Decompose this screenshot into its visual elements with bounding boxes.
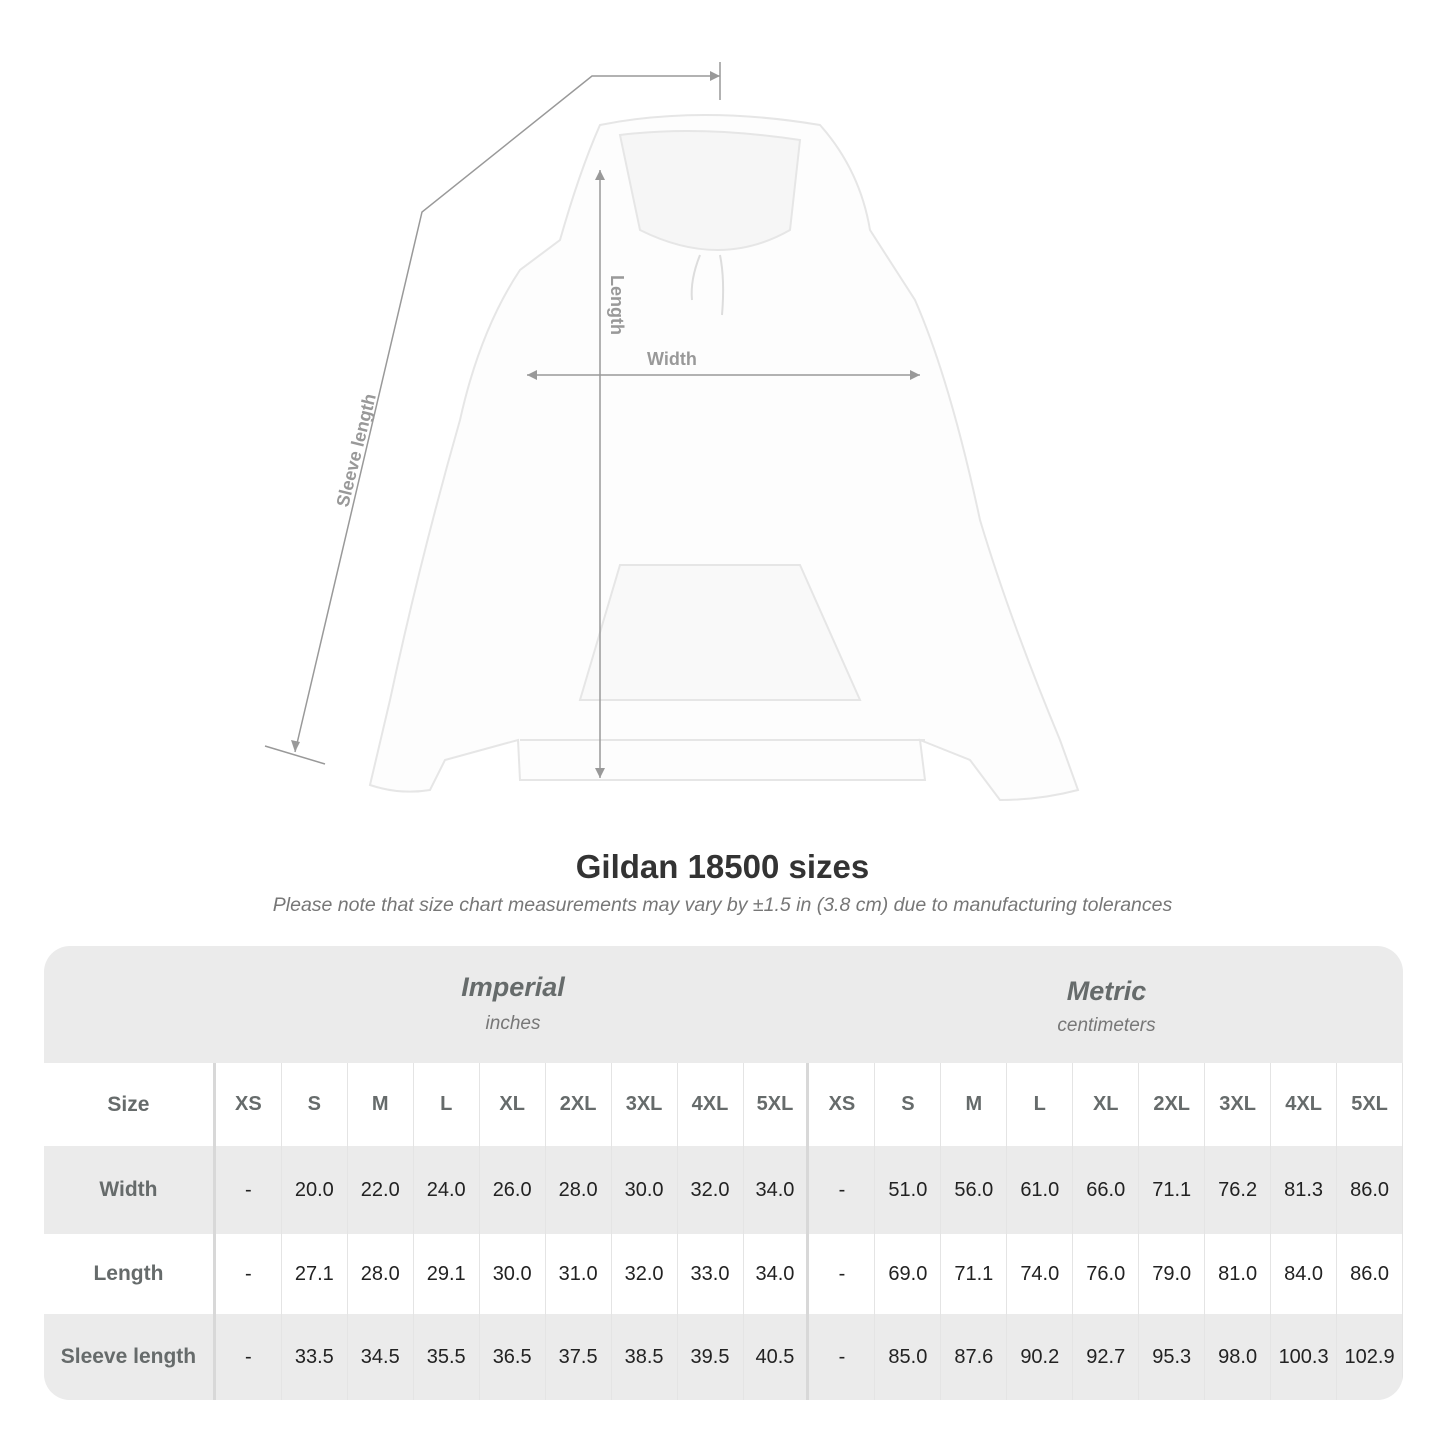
imperial-value-cell: 40.5 — [744, 1314, 810, 1400]
imperial-value-cell: 33.5 — [282, 1314, 348, 1400]
imperial-value-cell: 34.0 — [744, 1146, 810, 1234]
imperial-label: Imperial — [461, 972, 565, 1002]
imperial-size-header: 5XL — [744, 1063, 810, 1146]
imperial-value-cell: 32.0 — [678, 1146, 744, 1234]
tolerance-note: Please note that size chart measurements… — [272, 894, 1173, 916]
imperial-size-header: S — [282, 1063, 348, 1146]
size-header-row: Size XS S M L XL 2XL 3XL 4XL 5XL XS S M L XL 2XL 3XL 4XL 5… — [44, 1063, 1403, 1146]
length-label: Length — [607, 275, 627, 335]
imperial-size-header: XS — [216, 1063, 282, 1146]
imperial-value-cell: 20.0 — [282, 1146, 348, 1234]
metric-value-cell: 51.0 — [875, 1146, 942, 1234]
metric-size-header: L — [1007, 1063, 1074, 1146]
imperial-value-cell: 37.5 — [546, 1314, 612, 1400]
size-chart-table: Imperial inches Metric centimeters Size X… — [44, 946, 1403, 1400]
imperial-value-cell: - — [216, 1314, 282, 1400]
imperial-header: Imperial inches — [216, 946, 810, 1063]
metric-value-cell: 87.6 — [941, 1314, 1008, 1400]
metric-value-cell: 100.3 — [1271, 1314, 1338, 1400]
metric-size-header: 3XL — [1205, 1063, 1272, 1146]
imperial-size-header: XL — [480, 1063, 546, 1146]
imperial-value-cell: 24.0 — [414, 1146, 480, 1234]
imperial-size-header: 3XL — [612, 1063, 678, 1146]
metric-value-cell: 86.0 — [1337, 1234, 1403, 1314]
imperial-value-cell: 28.0 — [546, 1146, 612, 1234]
imperial-value-cell: 34.0 — [744, 1234, 810, 1314]
metric-value-cell: - — [809, 1234, 876, 1314]
metric-size-header: XL — [1073, 1063, 1140, 1146]
metric-value-cell: 71.1 — [941, 1234, 1008, 1314]
metric-value-cell: 71.1 — [1139, 1146, 1206, 1234]
table-row: Length -27.1 28.0 29.1 30.0 31.0 32.0 33.0 34.0-… — [44, 1234, 1403, 1314]
metric-size-header: 4XL — [1271, 1063, 1338, 1146]
metric-value-cell: 74.0 — [1007, 1234, 1074, 1314]
metric-value-cell: 102.9 — [1337, 1314, 1403, 1400]
imperial-value-cell: 33.0 — [678, 1234, 744, 1314]
imperial-value-cell: 30.0 — [612, 1146, 678, 1234]
imperial-value-cell: 29.1 — [414, 1234, 480, 1314]
width-label: Width — [647, 349, 697, 369]
metric-value-cell: 84.0 — [1271, 1234, 1338, 1314]
imperial-value-cell: 39.5 — [678, 1314, 744, 1400]
table-row: Sleeve length -33.5 34.5 35.5 36.5 37.5 38.5 39… — [44, 1314, 1403, 1400]
metric-value-cell: 56.0 — [941, 1146, 1008, 1234]
metric-value-cell: 69.0 — [875, 1234, 942, 1314]
imperial-value-cell: 34.5 — [348, 1314, 414, 1400]
metric-value-cell: 66.0 — [1073, 1146, 1140, 1234]
metric-unit: centimeters — [1057, 1015, 1156, 1036]
hoodie-icon — [368, 114, 1080, 802]
row-label: Length — [44, 1234, 216, 1314]
metric-value-cell: 61.0 — [1007, 1146, 1074, 1234]
sleeve-measure-line — [294, 75, 720, 753]
imperial-value-cell: 28.0 — [348, 1234, 414, 1314]
metric-size-header: 5XL — [1337, 1063, 1403, 1146]
imperial-value-cell: 30.0 — [480, 1234, 546, 1314]
imperial-value-cell: 38.5 — [612, 1314, 678, 1400]
metric-value-cell: 90.2 — [1007, 1314, 1074, 1400]
imperial-value-cell: - — [216, 1234, 282, 1314]
metric-size-header: 2XL — [1139, 1063, 1206, 1146]
metric-size-header: XS — [809, 1063, 876, 1146]
metric-size-header: S — [875, 1063, 942, 1146]
imperial-value-cell: 36.5 — [480, 1314, 546, 1400]
imperial-value-cell: 26.0 — [480, 1146, 546, 1234]
imperial-value-cell: 31.0 — [546, 1234, 612, 1314]
metric-value-cell: 98.0 — [1205, 1314, 1272, 1400]
metric-value-cell: 81.0 — [1205, 1234, 1272, 1314]
imperial-value-cell: 27.1 — [282, 1234, 348, 1314]
metric-value-cell: 95.3 — [1139, 1314, 1206, 1400]
page-title: Gildan 18500 sizes — [575, 848, 870, 885]
hoodie-illustration: Sleeve length Length Width — [264, 62, 1080, 802]
size-header-label: Size — [44, 1063, 216, 1146]
sleeve-length-label: Sleeve length — [332, 392, 379, 509]
metric-value-cell: - — [809, 1314, 876, 1400]
metric-value-cell: 85.0 — [875, 1314, 942, 1400]
imperial-size-header: 2XL — [546, 1063, 612, 1146]
metric-value-cell: 86.0 — [1337, 1146, 1403, 1234]
row-label: Width — [44, 1146, 216, 1234]
imperial-size-header: L — [414, 1063, 480, 1146]
imperial-value-cell: 22.0 — [348, 1146, 414, 1234]
row-label: Sleeve length — [44, 1314, 216, 1400]
metric-value-cell: 79.0 — [1139, 1234, 1206, 1314]
metric-header: Metric centimeters — [810, 946, 1403, 1063]
metric-label: Metric — [1066, 976, 1147, 1006]
imperial-size-header: 4XL — [678, 1063, 744, 1146]
metric-value-cell: 76.2 — [1205, 1146, 1272, 1234]
metric-value-cell: 81.3 — [1271, 1146, 1338, 1234]
metric-value-cell: 92.7 — [1073, 1314, 1140, 1400]
metric-value-cell: - — [809, 1146, 876, 1234]
imperial-value-cell: - — [216, 1146, 282, 1234]
imperial-value-cell: 32.0 — [612, 1234, 678, 1314]
imperial-unit: inches — [485, 1013, 541, 1034]
imperial-size-header: M — [348, 1063, 414, 1146]
metric-size-header: M — [941, 1063, 1008, 1146]
metric-value-cell: 76.0 — [1073, 1234, 1140, 1314]
table-row: Width -20.0 22.0 24.0 26.0 28.0 30.0 32.0 34.0-5… — [44, 1146, 1403, 1234]
imperial-value-cell: 35.5 — [414, 1314, 480, 1400]
